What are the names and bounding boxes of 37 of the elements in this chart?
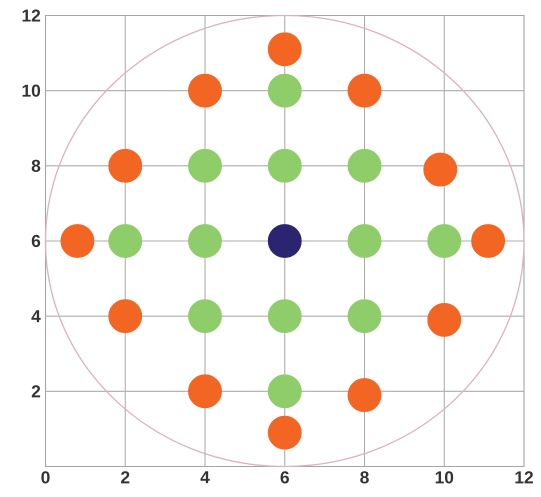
point — [348, 74, 382, 108]
point — [108, 148, 142, 183]
point — [268, 32, 302, 66]
point — [427, 302, 462, 337]
point — [268, 374, 302, 408]
point — [188, 374, 222, 408]
x-tick-label: 10 — [436, 471, 454, 484]
point — [348, 148, 382, 183]
y-tick-label: 10 — [22, 84, 40, 97]
point — [188, 148, 222, 183]
point — [471, 224, 506, 258]
point — [268, 416, 302, 450]
point — [427, 224, 462, 258]
x-tick-label: 4 — [200, 471, 210, 484]
point — [60, 224, 94, 258]
y-tick-label: 8 — [32, 160, 40, 172]
x-tick-label: 2 — [121, 471, 130, 484]
point — [188, 224, 222, 258]
x-tick-label: 12 — [515, 471, 533, 484]
point — [268, 148, 302, 183]
point — [268, 299, 302, 334]
point — [188, 74, 222, 108]
x-tick-label: 6 — [280, 471, 289, 484]
y-tick-label: 12 — [22, 9, 40, 22]
point — [348, 224, 382, 258]
point — [348, 299, 382, 334]
y-tick-label: 2 — [32, 385, 40, 398]
y-tick-label: 4 — [31, 310, 41, 322]
point — [268, 74, 302, 108]
point — [348, 378, 382, 412]
point — [108, 299, 142, 334]
point — [108, 224, 142, 258]
point — [188, 299, 222, 334]
y-tick-label: 6 — [32, 234, 40, 248]
point — [423, 152, 458, 187]
x-tick-label: 8 — [360, 471, 369, 484]
x-tick-label: 0 — [41, 471, 50, 484]
